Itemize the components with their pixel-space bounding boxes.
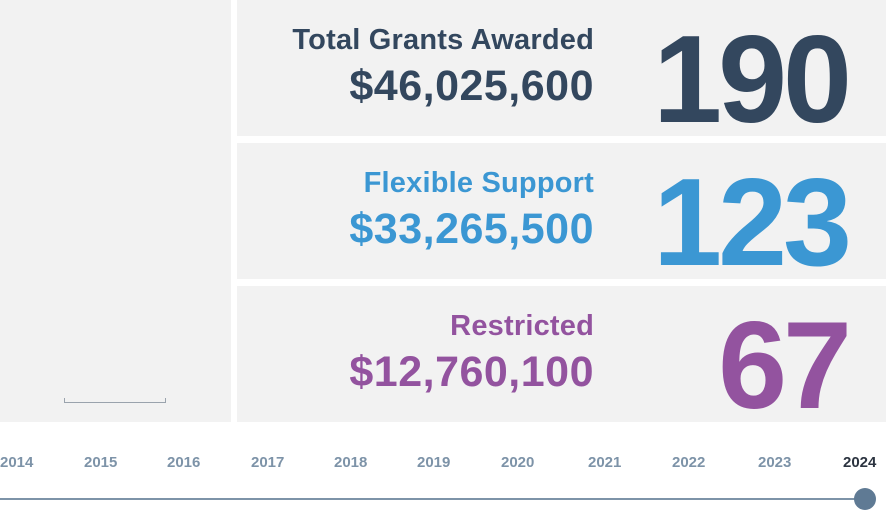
year-2021[interactable]: 2021 — [588, 454, 622, 471]
year-2017[interactable]: 2017 — [251, 454, 285, 471]
total-grants-label: Total Grants Awarded — [292, 24, 594, 56]
year-2020[interactable]: 2020 — [501, 454, 535, 471]
year-2018[interactable]: 2018 — [334, 454, 368, 471]
year-2023[interactable]: 2023 — [758, 454, 792, 471]
year-2019[interactable]: 2019 — [417, 454, 451, 471]
total-grants-count: 190 — [653, 11, 852, 149]
year-2014[interactable]: 2014 — [0, 454, 34, 471]
legend-bracket — [64, 398, 166, 403]
restricted-label: Restricted — [450, 310, 594, 342]
restricted-amount: $12,760,100 — [349, 348, 594, 396]
flexible-support-label: Flexible Support — [363, 167, 594, 199]
restricted-card: Restricted $12,760,100 67 — [237, 286, 886, 428]
year-timeline: 2014 2015 2016 2017 2018 2019 2020 2021 … — [0, 422, 886, 512]
flexible-support-amount: $33,265,500 — [349, 205, 594, 253]
total-grants-amount: $46,025,600 — [349, 62, 594, 110]
year-2016[interactable]: 2016 — [167, 454, 201, 471]
chart-panel — [0, 0, 231, 422]
year-2015[interactable]: 2015 — [84, 454, 118, 471]
year-2024[interactable]: 2024 — [843, 454, 877, 471]
total-grants-card: Total Grants Awarded $46,025,600 190 — [237, 0, 886, 142]
timeline-track[interactable] — [0, 498, 866, 500]
restricted-count: 67 — [718, 297, 852, 435]
year-2022[interactable]: 2022 — [672, 454, 706, 471]
flexible-support-count: 123 — [653, 154, 852, 292]
flexible-support-card: Flexible Support $33,265,500 123 — [237, 143, 886, 285]
timeline-slider-handle[interactable] — [854, 488, 876, 510]
